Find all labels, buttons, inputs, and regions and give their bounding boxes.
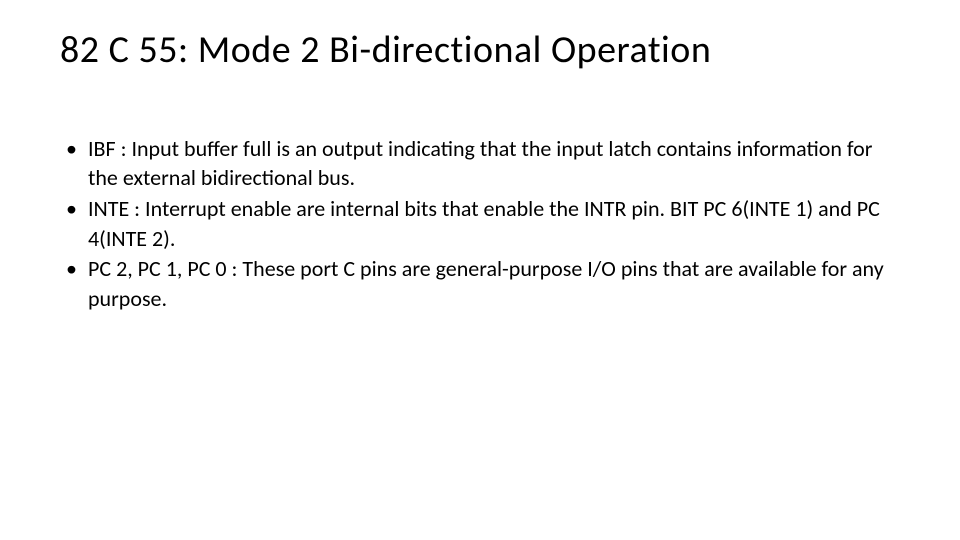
bullet-list: IBF : Input buffer full is an output ind… xyxy=(60,134,900,314)
list-item: PC 2, PC 1, PC 0 : These port C pins are… xyxy=(60,254,900,313)
slide-title: 82 C 55: Mode 2 Bi-directional Operation xyxy=(60,28,900,74)
list-item: INTE : Interrupt enable are internal bit… xyxy=(60,194,900,253)
list-item: IBF : Input buffer full is an output ind… xyxy=(60,134,900,193)
